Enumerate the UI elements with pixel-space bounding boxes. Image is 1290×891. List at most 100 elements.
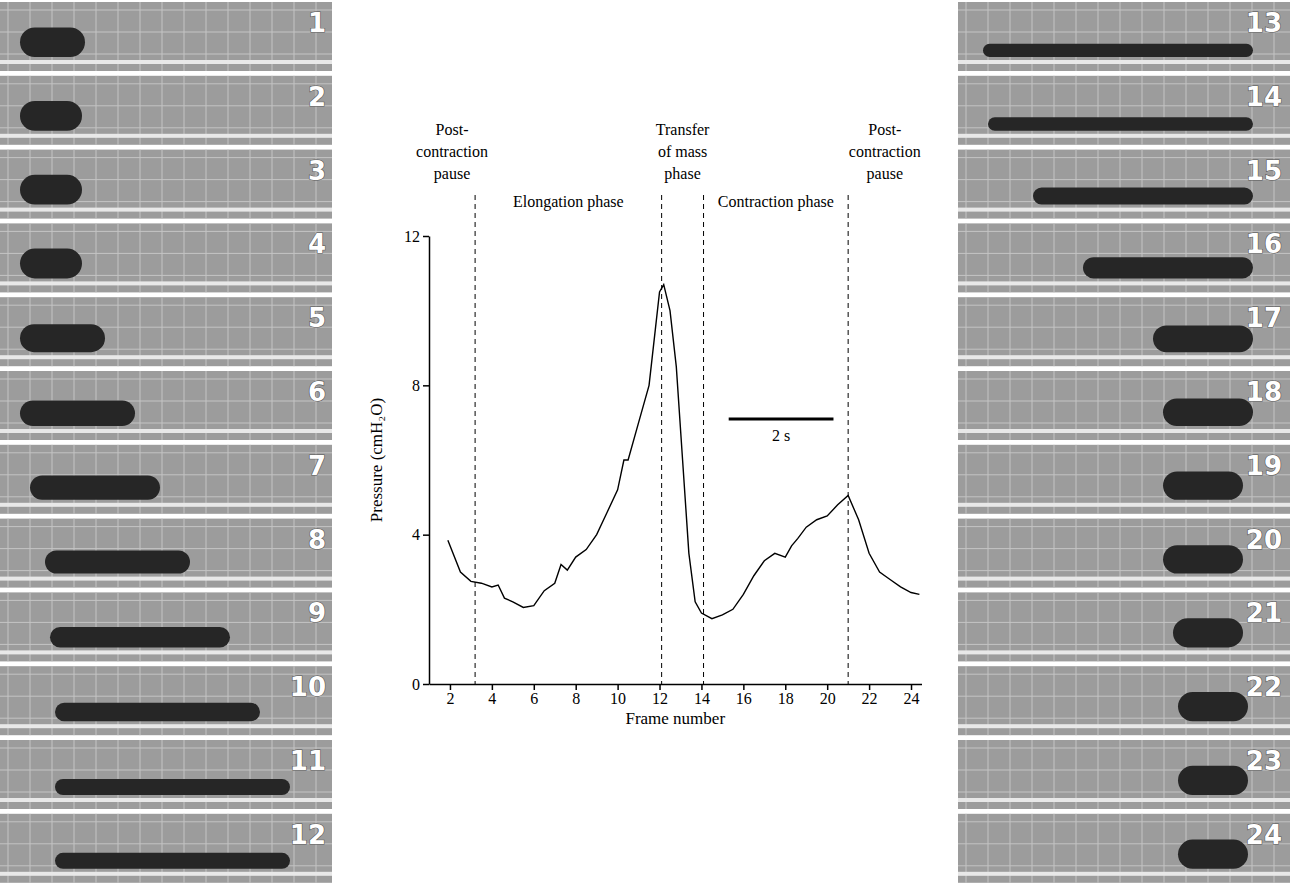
frame-background: [958, 297, 1290, 366]
worm: [1173, 618, 1243, 647]
worm: [55, 779, 290, 795]
frame-grid-line: [0, 474, 332, 475]
tick-mark: [423, 236, 429, 238]
frame-grid-line: [0, 600, 332, 601]
tick: 14: [694, 684, 710, 707]
worm: [55, 703, 260, 721]
x-axis-title: Frame number: [625, 709, 725, 728]
worm: [988, 117, 1253, 131]
tick: 12: [404, 228, 429, 245]
frame-number: 22: [1246, 672, 1282, 702]
tick-label: 8: [412, 377, 420, 394]
tick-label: 22: [862, 690, 878, 707]
tick-label: 4: [488, 690, 496, 707]
worm: [30, 475, 160, 499]
axis-line: [430, 684, 923, 686]
frame-grid-line: [958, 600, 1290, 601]
frame-grid-line: [0, 379, 332, 380]
video-frame: 14: [958, 76, 1290, 145]
tick-label: 12: [652, 690, 668, 707]
scale-bar-label: 2 s: [772, 427, 790, 444]
frame-number: 13: [1246, 8, 1282, 38]
video-frame: 13: [958, 2, 1290, 71]
video-frame: 17: [958, 297, 1290, 366]
frame-background: [0, 445, 332, 514]
phase-divider: [703, 195, 704, 684]
worm: [983, 44, 1253, 57]
worm: [20, 324, 105, 352]
video-frame: 8: [0, 519, 332, 588]
frame-track: [958, 577, 1290, 581]
frame-number: 23: [1246, 746, 1282, 776]
phase-divider: [661, 195, 662, 684]
tick-mark: [827, 684, 829, 690]
frame-background: [0, 223, 332, 292]
worm: [1178, 766, 1248, 795]
frame-number: 21: [1246, 598, 1282, 628]
frame-number: 5: [308, 303, 326, 333]
frame-number: 2: [308, 82, 326, 112]
frame-number: 20: [1246, 525, 1282, 555]
frame-grid-line: [0, 548, 332, 549]
frame-number: 7: [308, 451, 326, 481]
frame-number: 8: [308, 525, 326, 555]
worm: [1163, 471, 1243, 499]
frame-background: [958, 2, 1290, 71]
frame-number: 10: [290, 672, 326, 702]
frame-number: 3: [308, 156, 326, 186]
tick-mark: [785, 684, 787, 690]
frame-track: [958, 650, 1290, 654]
video-frame: 12: [0, 814, 332, 883]
frame-number: 24: [1246, 820, 1282, 850]
phase-label: Post-contractionpause: [849, 121, 921, 183]
frame-background: [0, 76, 332, 145]
frame-grid-line: [0, 83, 332, 84]
tick-mark: [869, 684, 871, 690]
tick: 0: [412, 676, 429, 693]
video-frame: 22: [958, 666, 1290, 735]
tick-label: 18: [778, 690, 794, 707]
tick: 4: [488, 684, 496, 707]
video-frame: 9: [0, 592, 332, 661]
figure: 123456789101112131415161718192021222324P…: [0, 0, 1290, 891]
frame-track: [958, 208, 1290, 212]
tick: 22: [862, 684, 878, 707]
frame-background: [958, 666, 1290, 735]
worm: [20, 249, 82, 279]
tick-label: 20: [820, 690, 836, 707]
video-frame: 2: [0, 76, 332, 145]
frame-background: [958, 223, 1290, 292]
frame-track: [958, 724, 1290, 728]
frame-background: [958, 150, 1290, 219]
video-frame: 18: [958, 371, 1290, 440]
video-frame: 7: [0, 445, 332, 514]
worm: [1178, 840, 1248, 869]
worm: [1163, 545, 1243, 573]
frame-track: [0, 60, 332, 64]
chart: Post-contractionpauseElongation phaseTra…: [367, 121, 922, 728]
video-frame: 3: [0, 150, 332, 219]
frame-grid-line: [958, 157, 1290, 158]
frame-grid-line: [958, 253, 1290, 254]
phase-divider: [475, 195, 476, 684]
frame-grid-line: [958, 570, 1290, 571]
frame-background: [958, 814, 1290, 883]
phase-dividers: [475, 195, 848, 684]
frame-number: 16: [1246, 229, 1282, 259]
pressure-line: [448, 285, 920, 619]
frame-track: [958, 872, 1290, 876]
tick-mark: [701, 684, 703, 690]
frame-grid-line: [958, 526, 1290, 527]
video-frame: 6: [0, 371, 332, 440]
tick-label: 14: [694, 690, 710, 707]
frame-number: 12: [290, 820, 326, 850]
frame-track: [0, 208, 332, 212]
scale-bar-line: [729, 417, 834, 420]
tick: 20: [820, 684, 836, 707]
video-frame: 5: [0, 297, 332, 366]
tick-label: 2: [446, 690, 454, 707]
frame-grid-line: [0, 674, 332, 675]
frame-number: 4: [308, 229, 326, 259]
frame-number: 9: [308, 598, 326, 628]
frame-grid-line: [958, 452, 1290, 453]
